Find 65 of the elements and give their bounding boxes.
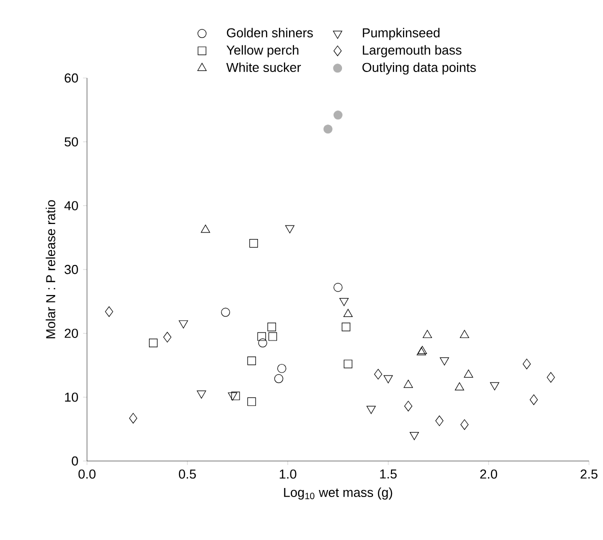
point (258, 338, 268, 348)
x-tick-label: 1.0 (280, 470, 296, 479)
point (200, 224, 210, 233)
point (247, 356, 256, 366)
point (404, 380, 413, 388)
legend-label: Yellow perch (226, 45, 298, 58)
point (257, 332, 266, 341)
point (464, 370, 474, 378)
point (277, 364, 286, 373)
x-tick-label: 0.5 (178, 470, 196, 479)
point (178, 320, 188, 328)
point (323, 124, 332, 134)
x-tick-label: 1.5 (380, 470, 397, 479)
point (490, 382, 500, 390)
point (343, 308, 353, 317)
point (440, 357, 450, 366)
point (285, 225, 294, 234)
point (249, 239, 258, 248)
point (404, 400, 412, 412)
point (422, 330, 432, 338)
x-axis-title: Log$_{10}$ wet mass (g) (284, 487, 392, 500)
point (334, 282, 342, 292)
legend-label: Pumpkinseed (362, 28, 440, 40)
point (384, 375, 393, 384)
point (148, 338, 158, 348)
point (530, 394, 538, 406)
point (196, 390, 206, 399)
point (334, 110, 342, 120)
point (105, 306, 114, 317)
legend-label: Golden shiners (226, 28, 313, 38)
point (231, 392, 240, 400)
point (546, 372, 555, 383)
x-tick-label: 0.0 (78, 470, 96, 479)
x-tick-label: 2.5 (580, 470, 598, 479)
y-tick-label: 10 (65, 392, 78, 402)
point (163, 332, 172, 342)
point (228, 392, 238, 401)
point (374, 368, 382, 380)
legend-label: Outlying data points (362, 62, 476, 75)
point (344, 360, 352, 368)
point (435, 416, 444, 426)
point (522, 358, 531, 370)
point (247, 397, 256, 406)
y-tick-label: 60 (64, 73, 78, 83)
point (460, 419, 469, 430)
y-tick-label: 0 (72, 456, 78, 466)
point (454, 382, 464, 390)
y-axis-title: Molar N : P release ratio (46, 200, 56, 338)
point (267, 322, 276, 332)
point (366, 406, 376, 414)
legend-label: White sucker (226, 62, 301, 72)
point (221, 308, 230, 317)
y-tick-label: 20 (64, 328, 78, 338)
point (268, 332, 278, 341)
point (339, 298, 349, 306)
y-tick-label: 50 (64, 137, 78, 146)
y-tick-label: 30 (64, 264, 78, 274)
point (410, 432, 419, 440)
y-tick-label: 40 (64, 201, 78, 210)
x-tick-label: 2.0 (480, 470, 498, 479)
point (342, 322, 350, 332)
point (129, 412, 138, 424)
point (274, 374, 284, 384)
point (460, 330, 470, 338)
legend-label: Largemouth bass (362, 45, 462, 58)
